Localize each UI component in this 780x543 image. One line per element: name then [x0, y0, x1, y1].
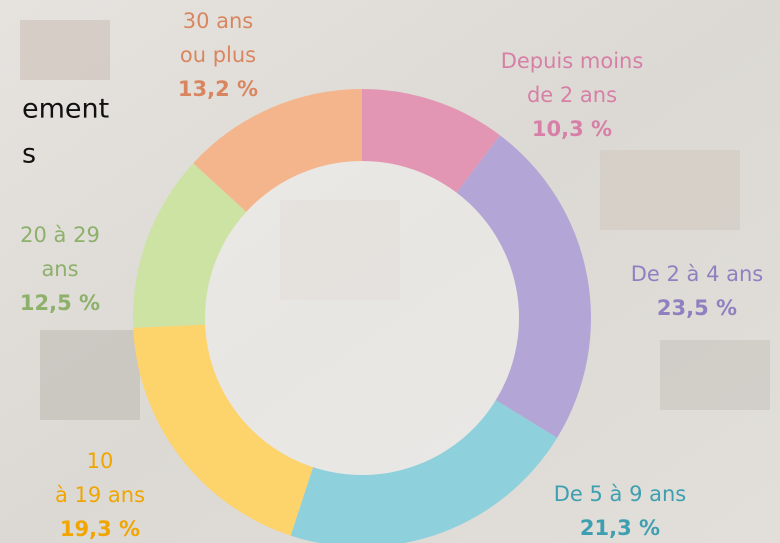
- category-label: 20 à 29: [20, 223, 100, 247]
- category-label: ou plus: [180, 43, 256, 67]
- category-label: de 2 ans: [527, 83, 617, 107]
- value-label: 21,3 %: [580, 516, 660, 540]
- title-line: ement: [22, 94, 109, 125]
- category-label: à 19 ans: [55, 483, 145, 507]
- category-label: 30 ans: [183, 9, 254, 33]
- category-label: De 5 à 9 ans: [554, 482, 687, 506]
- value-label: 23,5 %: [657, 296, 737, 320]
- value-label: 13,2 %: [178, 77, 258, 101]
- category-label: De 2 à 4 ans: [631, 262, 764, 286]
- value-label: 19,3 %: [60, 517, 140, 541]
- category-label: 10: [87, 449, 114, 473]
- title-line: s: [22, 139, 36, 170]
- value-label: 10,3 %: [532, 117, 612, 141]
- category-label: ans: [41, 257, 78, 281]
- donut-hole: [205, 161, 519, 475]
- value-label: 12,5 %: [20, 291, 100, 315]
- page: ement s Depuis moins de 2 ans 10,3 % De 2 à…: [0, 0, 780, 543]
- category-label: Depuis moins: [501, 49, 644, 73]
